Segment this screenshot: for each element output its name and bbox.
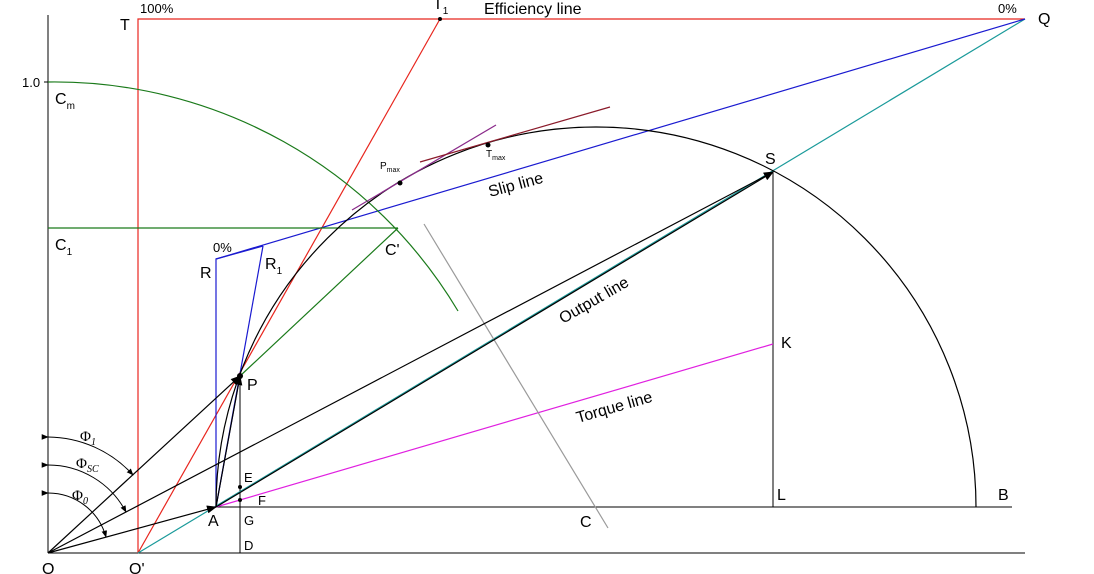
point-tmax-dot [485, 142, 491, 148]
label-p: P [247, 377, 258, 394]
pmax-tangent [351, 124, 497, 211]
label-o: O [42, 561, 54, 574]
slip-0-label: 0% [213, 240, 232, 255]
label-e: E [244, 470, 253, 485]
label-t: T [120, 17, 130, 34]
efficiency-line-label: Efficiency line [484, 1, 582, 18]
point-f-dot [238, 498, 242, 502]
label-k: K [781, 335, 792, 352]
point-e-dot [238, 485, 242, 489]
phasor-oa [47, 505, 217, 554]
y-one-label: 1.0 [22, 75, 40, 90]
label-o-prime: O' [129, 561, 145, 574]
slip-line [215, 18, 1026, 260]
phasor-os [47, 171, 774, 554]
current-circle [215, 126, 977, 508]
phisc-arc [41, 462, 127, 513]
tmax-tangent [419, 106, 611, 163]
label-g: G [244, 513, 254, 528]
output-line-label: Output line [557, 274, 633, 327]
label-a: A [208, 513, 219, 530]
point-p-dot [237, 373, 243, 379]
label-r: R [200, 265, 212, 282]
efficiency-100-label: 100% [140, 1, 174, 16]
cm-arc [47, 81, 459, 312]
c-prime-ray [239, 227, 399, 377]
efficiency-0-label: 0% [998, 1, 1017, 16]
label-r1: R1 [265, 256, 283, 277]
label-tmax: Tmax [486, 149, 506, 162]
label-q: Q [1038, 11, 1050, 28]
label-c: C [580, 514, 592, 531]
label-pmax: Pmax [380, 161, 400, 174]
diagonal-line [137, 18, 1026, 554]
torque-line [215, 343, 774, 508]
label-c1: C1 [55, 237, 73, 258]
label-l: L [777, 487, 786, 504]
slip-line-label: Slip line [487, 170, 546, 201]
point-pmax-dot [397, 180, 403, 186]
label-c-prime: C' [385, 242, 400, 259]
label-s: S [765, 151, 776, 168]
point-t1-dot [438, 17, 442, 21]
label-cm: Cm [55, 91, 75, 112]
label-d: D [244, 538, 253, 553]
efficiency-frame [137, 18, 1025, 553]
output-line [215, 171, 774, 508]
phi0-arc [41, 490, 108, 538]
torque-line-label: Torque line [574, 389, 654, 427]
phasor-ap [215, 375, 243, 508]
phisc-label: ΦSC [76, 456, 99, 475]
label-b: B [998, 487, 1009, 504]
phi1-label: Φ1 [80, 429, 96, 448]
label-f: F [258, 493, 266, 508]
phi0-label: Φ0 [72, 488, 88, 507]
efficiency-ray [137, 18, 441, 554]
label-t1: T1 [433, 0, 449, 17]
bisector-line [423, 223, 609, 529]
